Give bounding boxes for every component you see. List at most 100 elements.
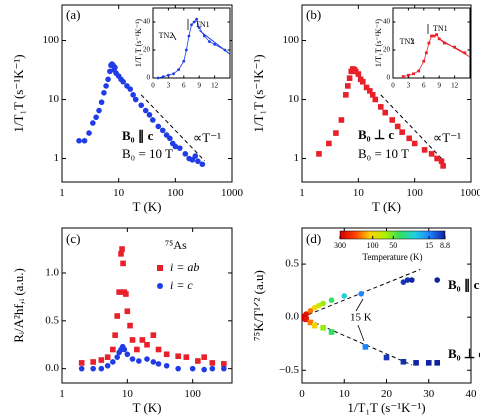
data-point [182,151,189,157]
x-tick-label: 1 [59,388,65,400]
y-tick-label: 0.0 [45,362,59,374]
colorbar-tick-label: 300 [334,241,346,250]
data-point [90,359,96,365]
x-tick-label: 3 [407,82,411,90]
legend-label: i = ab [170,260,199,274]
data-point [307,319,314,326]
x-tick-label: 0 [299,388,305,400]
data-point [190,23,193,27]
x-tick-label: 10 [113,187,125,199]
data-point [316,302,322,309]
data-point [422,59,426,63]
annotation: B₀ ∥ c [448,277,480,293]
y-tick-label: 20 [383,46,391,54]
y-axis-label: 1/T₁T (s⁻¹K⁻¹) [374,19,383,67]
data-point [105,76,111,83]
data-point [159,127,166,134]
annotation: (d) [306,231,321,246]
data-point [187,34,191,38]
data-point [344,83,351,89]
data-point [199,161,206,168]
data-point [434,155,440,162]
panel: 0 10 20 30 40 −0.5 0.0 0.5 1/T₁T (s⁻¹K⁻¹) ⁷⁵K/T¹ᐟ… [251,227,480,415]
data-point [155,346,162,353]
data-point [316,151,322,157]
annotation: B₀ ⊥ c [448,346,480,361]
data-point [155,361,162,367]
data-point [136,358,142,364]
data-point [116,289,122,295]
data-point [124,308,131,315]
x-tick-label: 6 [182,82,186,90]
x-tick-label: 1 [59,187,65,199]
data-point [167,73,170,77]
data-point [425,360,432,366]
data-point [417,69,421,73]
x-axis-label: T (K) [132,400,161,415]
data-point [394,123,401,130]
x-tick-label: 12 [211,82,219,90]
data-point [119,246,125,252]
y-axis-label: 1/T₁T (s⁻¹K⁻¹) [134,19,143,67]
data-point [197,26,201,29]
data-point [112,64,118,71]
annotation: (b) [306,7,321,22]
panel: 1 10 100 0.0 0.5 1.0 T (K) Rᵢ/A²hf,ᵢ (a.u.) i = … [11,227,233,415]
data-point [202,34,206,38]
data-point [112,332,118,338]
y-tick-label: 40 [143,18,151,26]
data-point [346,75,353,81]
data-point [359,78,366,85]
data-point [358,291,364,297]
data-point [343,92,349,98]
data-point [432,34,436,38]
data-point [123,291,129,297]
data-point [175,353,181,360]
data-point [78,360,85,366]
data-point [139,337,146,343]
data-point [424,51,428,55]
data-point [101,89,107,96]
data-point [320,324,326,331]
x-tick-label: 1000 [460,187,480,199]
annotation: TN2 [159,31,174,40]
data-point [120,260,126,267]
y-tick-label: 1 [54,152,60,164]
data-point [110,359,116,365]
plot-area [152,7,231,79]
y-tick-label: 100 [43,34,60,46]
data-point [163,351,170,358]
colorbar-label: Temperature (K) [362,252,422,262]
data-point [195,358,201,364]
data-point [195,17,199,21]
annotation: ∝T⁻¹ [433,130,461,145]
x-tick-label: 9 [437,82,441,90]
data-point [435,33,439,36]
y-tick-label: 40 [383,18,391,26]
data-point [195,158,201,165]
y-tick-label: 10 [288,93,300,105]
data-point [326,140,332,147]
annotation: TN2 [400,37,415,46]
data-point [127,86,134,92]
data-point [303,311,310,317]
data-point [114,354,121,360]
annotation: TN1 [433,24,448,33]
data-point [377,104,384,110]
data-point [413,360,419,366]
inset: 0 3 6 9 12 0 20 401/T₁T (s⁻¹K⁻¹) TN2 TN1 [374,7,471,90]
arrow [410,37,415,45]
data-point [463,51,467,55]
data-point [407,73,410,77]
data-point [438,158,445,165]
annotation: ⁷⁵As [165,238,187,252]
data-point [341,293,348,299]
annotation: B₀ ∥ c [122,128,154,144]
annotation: 15 K [350,312,372,324]
data-point [127,322,133,329]
data-point [363,84,370,91]
data-point [369,92,376,98]
data-point [156,76,160,80]
data-point [437,37,441,41]
